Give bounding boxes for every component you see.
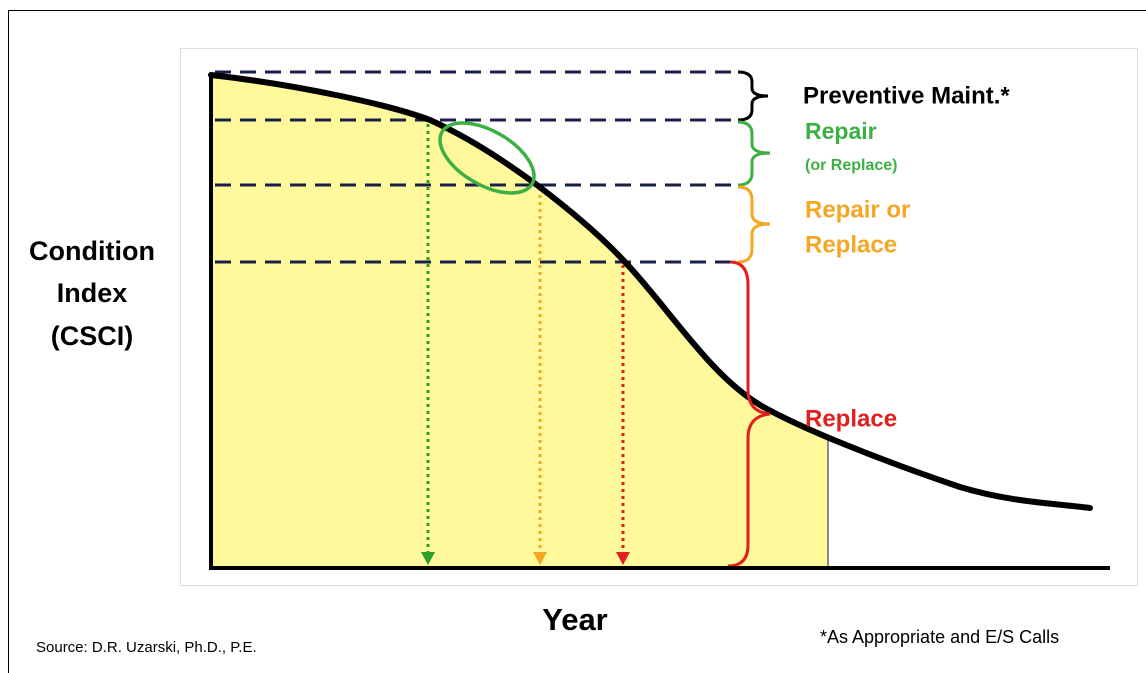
arrow-head <box>533 552 547 565</box>
y-axis-label-line: Index <box>57 278 128 308</box>
highlight-ellipse <box>438 121 536 195</box>
brace <box>737 70 769 122</box>
source: Source: D.R. Uzarski, Ph.D., P.E. <box>36 639 257 656</box>
arrow-head <box>421 552 435 565</box>
zone-label: (or Replace) <box>805 157 897 174</box>
drop-lines <box>426 124 625 555</box>
y-axis-label-line: (CSCI) <box>51 321 134 351</box>
plot-frame <box>180 48 1138 586</box>
x-axis-label: Year <box>542 602 608 637</box>
footnote: *As Appropriate and E/S Calls <box>820 627 1059 647</box>
area-under-curve <box>211 75 828 568</box>
braces <box>727 70 771 568</box>
brace <box>737 185 771 264</box>
zone-label: Preventive Maint.* <box>803 82 1010 109</box>
arrow-head <box>616 552 630 565</box>
y-axis-label: Condition Index (CSCI) <box>29 236 155 351</box>
zone-label: Repair <box>805 118 877 144</box>
brace <box>737 120 771 187</box>
zone-label: Repair or <box>805 196 910 223</box>
zone-label: Replace <box>805 405 897 432</box>
condition-curve <box>208 72 1093 511</box>
brace <box>727 260 771 568</box>
y-axis-label-line: Condition <box>29 236 155 266</box>
zone-label: Replace <box>805 231 897 258</box>
